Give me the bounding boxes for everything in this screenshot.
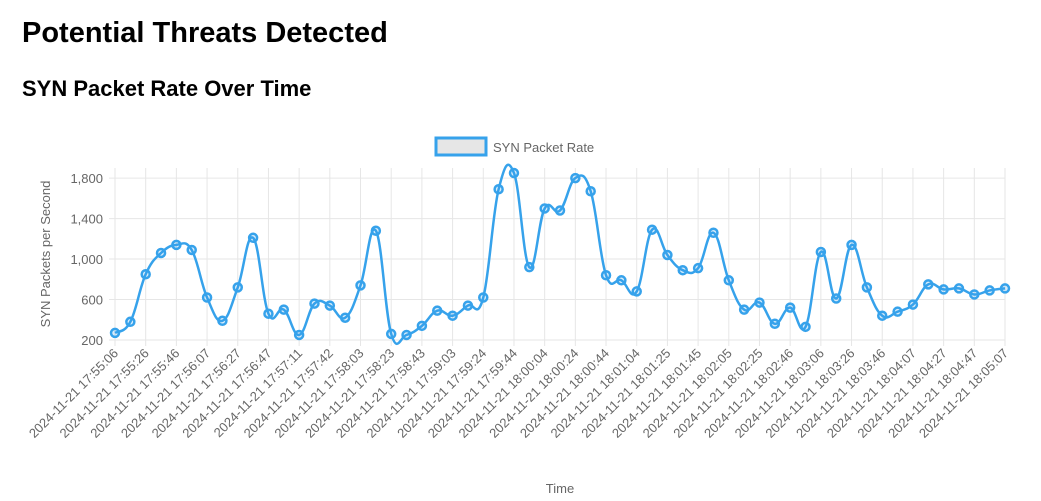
data-point[interactable] [708,227,719,239]
data-point[interactable] [876,310,888,321]
data-point[interactable] [784,302,796,313]
data-point[interactable] [508,167,520,179]
data-point[interactable] [754,297,765,308]
data-point[interactable] [370,225,382,236]
data-point[interactable] [677,264,689,276]
data-point[interactable] [201,292,213,303]
data-point[interactable] [907,299,919,310]
data-point[interactable] [830,293,842,304]
data-point[interactable] [462,300,474,311]
data-point[interactable] [447,310,458,321]
chart-legend[interactable]: SYN Packet Rate [434,136,594,157]
data-point[interactable] [309,298,320,309]
data-point[interactable] [984,285,995,296]
y-tick-label: 200 [81,333,103,348]
data-point[interactable] [524,261,535,273]
data-point[interactable] [416,320,428,332]
data-point[interactable] [800,321,811,333]
y-tick-label: 600 [81,293,103,308]
data-point[interactable] [585,186,596,197]
chart-grid [109,168,1006,346]
data-point[interactable] [278,304,290,315]
data-point[interactable] [570,172,581,184]
data-point[interactable] [431,305,443,316]
series-points [109,167,1011,341]
data-point[interactable] [923,279,934,290]
data-point[interactable] [217,315,228,327]
data-point[interactable] [293,329,305,341]
data-point[interactable] [738,304,750,315]
legend-swatch[interactable] [434,136,488,157]
data-point[interactable] [171,239,182,251]
data-point[interactable] [125,316,136,328]
chart-section-title: SYN Packet Rate Over Time [22,76,312,101]
y-tick-label: 1,400 [70,212,103,227]
y-axis-ticks: 200 600 1,000 1,400 1,800 [70,171,103,348]
data-point[interactable] [953,283,965,294]
data-point[interactable] [892,306,903,317]
y-tick-label: 1,000 [70,252,103,267]
data-point[interactable] [232,282,244,293]
data-point[interactable] [662,249,673,261]
data-point[interactable] [401,329,412,341]
data-point[interactable] [247,232,259,244]
data-point[interactable] [938,284,949,295]
data-point[interactable] [846,239,857,251]
data-point[interactable] [969,289,980,300]
data-point[interactable] [493,183,504,195]
data-point[interactable] [631,286,642,297]
data-point[interactable] [723,275,735,286]
data-point[interactable] [769,318,781,330]
data-point[interactable] [861,282,873,293]
data-point[interactable] [324,300,336,311]
data-point[interactable] [140,268,151,280]
data-point[interactable] [539,203,550,214]
data-point[interactable] [646,224,658,235]
data-point[interactable] [616,275,627,286]
data-point[interactable] [339,312,351,323]
x-axis-title: Time [546,481,574,496]
y-axis-title: SYN Packets per Second [38,181,53,328]
data-point[interactable] [478,292,489,303]
data-point[interactable] [999,283,1011,294]
data-point[interactable] [692,262,704,274]
data-point[interactable] [155,247,167,259]
page-title: Potential Threats Detected [22,17,388,49]
data-point[interactable] [355,280,366,291]
data-point[interactable] [600,269,612,281]
data-point[interactable] [815,246,827,258]
series-line-syn-packet-rate [114,163,1006,346]
data-point[interactable] [263,308,274,319]
data-point[interactable] [186,244,197,256]
data-point[interactable] [385,328,397,340]
data-point[interactable] [554,205,566,216]
y-tick-label: 1,800 [70,171,103,186]
data-point[interactable] [109,327,121,339]
legend-label: SYN Packet Rate [493,140,594,155]
